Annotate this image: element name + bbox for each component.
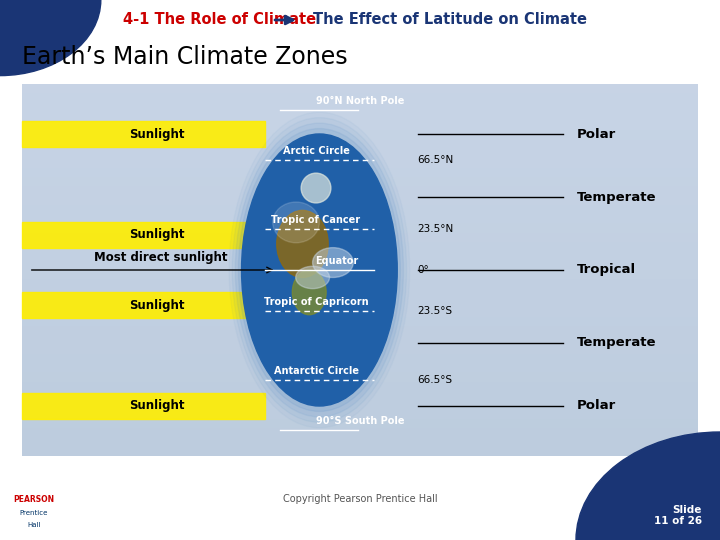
Text: Tropical: Tropical (577, 264, 636, 276)
Bar (22, 335, 698, 345)
Bar (22, 112, 698, 121)
Bar (22, 326, 698, 335)
Bar (22, 233, 698, 242)
Bar (22, 289, 698, 298)
Text: Sunlight: Sunlight (129, 127, 185, 140)
Text: Temperate: Temperate (577, 336, 656, 349)
Bar (22, 437, 698, 447)
Text: 66.5°N: 66.5°N (418, 155, 454, 165)
Bar (22, 401, 698, 410)
Text: PEARSON: PEARSON (13, 495, 55, 504)
Text: Prentice: Prentice (19, 510, 48, 516)
Bar (22, 373, 698, 382)
Text: Earth’s Main Climate Zones: Earth’s Main Climate Zones (22, 45, 347, 69)
Text: The Effect of Latitude on Climate: The Effect of Latitude on Climate (313, 12, 587, 28)
Ellipse shape (296, 266, 330, 288)
Bar (22, 382, 698, 391)
Bar (22, 195, 698, 205)
Text: 23.5°S: 23.5°S (418, 306, 453, 316)
Bar (22, 261, 698, 270)
Bar (22, 279, 698, 288)
Text: 0°: 0° (418, 265, 429, 275)
Bar (22, 130, 698, 140)
Text: Hall: Hall (27, 522, 40, 528)
Text: Tropic of Cancer: Tropic of Cancer (271, 215, 361, 225)
Text: 90°N North Pole: 90°N North Pole (316, 96, 404, 106)
Bar (22, 354, 698, 363)
Bar (22, 205, 698, 214)
Text: Copyright Pearson Prentice Hall: Copyright Pearson Prentice Hall (283, 495, 437, 504)
Text: 66.5°S: 66.5°S (418, 375, 453, 385)
Bar (22, 224, 698, 233)
Text: Sunlight: Sunlight (129, 299, 185, 312)
Wedge shape (0, 0, 101, 76)
Bar (22, 363, 698, 373)
Text: Temperate: Temperate (577, 191, 656, 204)
Text: Polar: Polar (577, 400, 616, 413)
Bar (22, 93, 698, 102)
Bar (22, 221, 265, 248)
Ellipse shape (235, 123, 403, 417)
Ellipse shape (279, 116, 360, 126)
Bar (22, 316, 698, 326)
Bar (22, 186, 698, 195)
Ellipse shape (301, 173, 331, 203)
Ellipse shape (242, 134, 397, 406)
Bar (22, 393, 265, 419)
Text: Equator: Equator (315, 256, 358, 266)
Ellipse shape (273, 202, 320, 243)
Bar (22, 214, 698, 224)
Bar (22, 167, 698, 177)
Bar (22, 428, 698, 437)
Bar (22, 242, 698, 252)
Bar (22, 345, 698, 354)
Ellipse shape (238, 129, 400, 411)
Bar (22, 447, 698, 456)
Bar (22, 298, 698, 307)
Bar (22, 292, 265, 319)
Bar (22, 84, 698, 93)
Bar (22, 252, 698, 261)
Text: Tropic of Capricorn: Tropic of Capricorn (264, 297, 369, 307)
Bar (22, 121, 698, 130)
Bar (22, 102, 698, 112)
Bar (22, 391, 698, 401)
Text: Sunlight: Sunlight (129, 228, 185, 241)
Ellipse shape (276, 211, 328, 278)
Bar (22, 307, 698, 316)
Bar (22, 177, 698, 186)
Bar (22, 121, 265, 147)
Text: Polar: Polar (577, 127, 616, 140)
Text: Most direct sunlight: Most direct sunlight (94, 251, 227, 264)
Ellipse shape (292, 270, 326, 315)
Bar (22, 158, 698, 167)
Ellipse shape (279, 414, 360, 424)
Bar (22, 149, 698, 158)
Ellipse shape (312, 248, 354, 278)
Text: Antarctic Circle: Antarctic Circle (274, 366, 359, 376)
Bar (0, 0, 720, 40)
Bar (22, 410, 698, 419)
Ellipse shape (233, 118, 407, 422)
Text: Slide
11 of 26: Slide 11 of 26 (654, 505, 702, 526)
Text: Arctic Circle: Arctic Circle (282, 146, 349, 156)
Bar (22, 140, 698, 149)
Wedge shape (576, 432, 720, 540)
Ellipse shape (242, 134, 397, 406)
Text: 4-1 The Role of Climate: 4-1 The Role of Climate (123, 12, 316, 28)
Bar (4, 489, 65, 537)
Bar (22, 270, 698, 279)
Text: 23.5°N: 23.5°N (418, 224, 454, 234)
Bar (22, 419, 698, 428)
Text: 90°S South Pole: 90°S South Pole (316, 416, 404, 427)
Text: Sunlight: Sunlight (129, 400, 185, 413)
